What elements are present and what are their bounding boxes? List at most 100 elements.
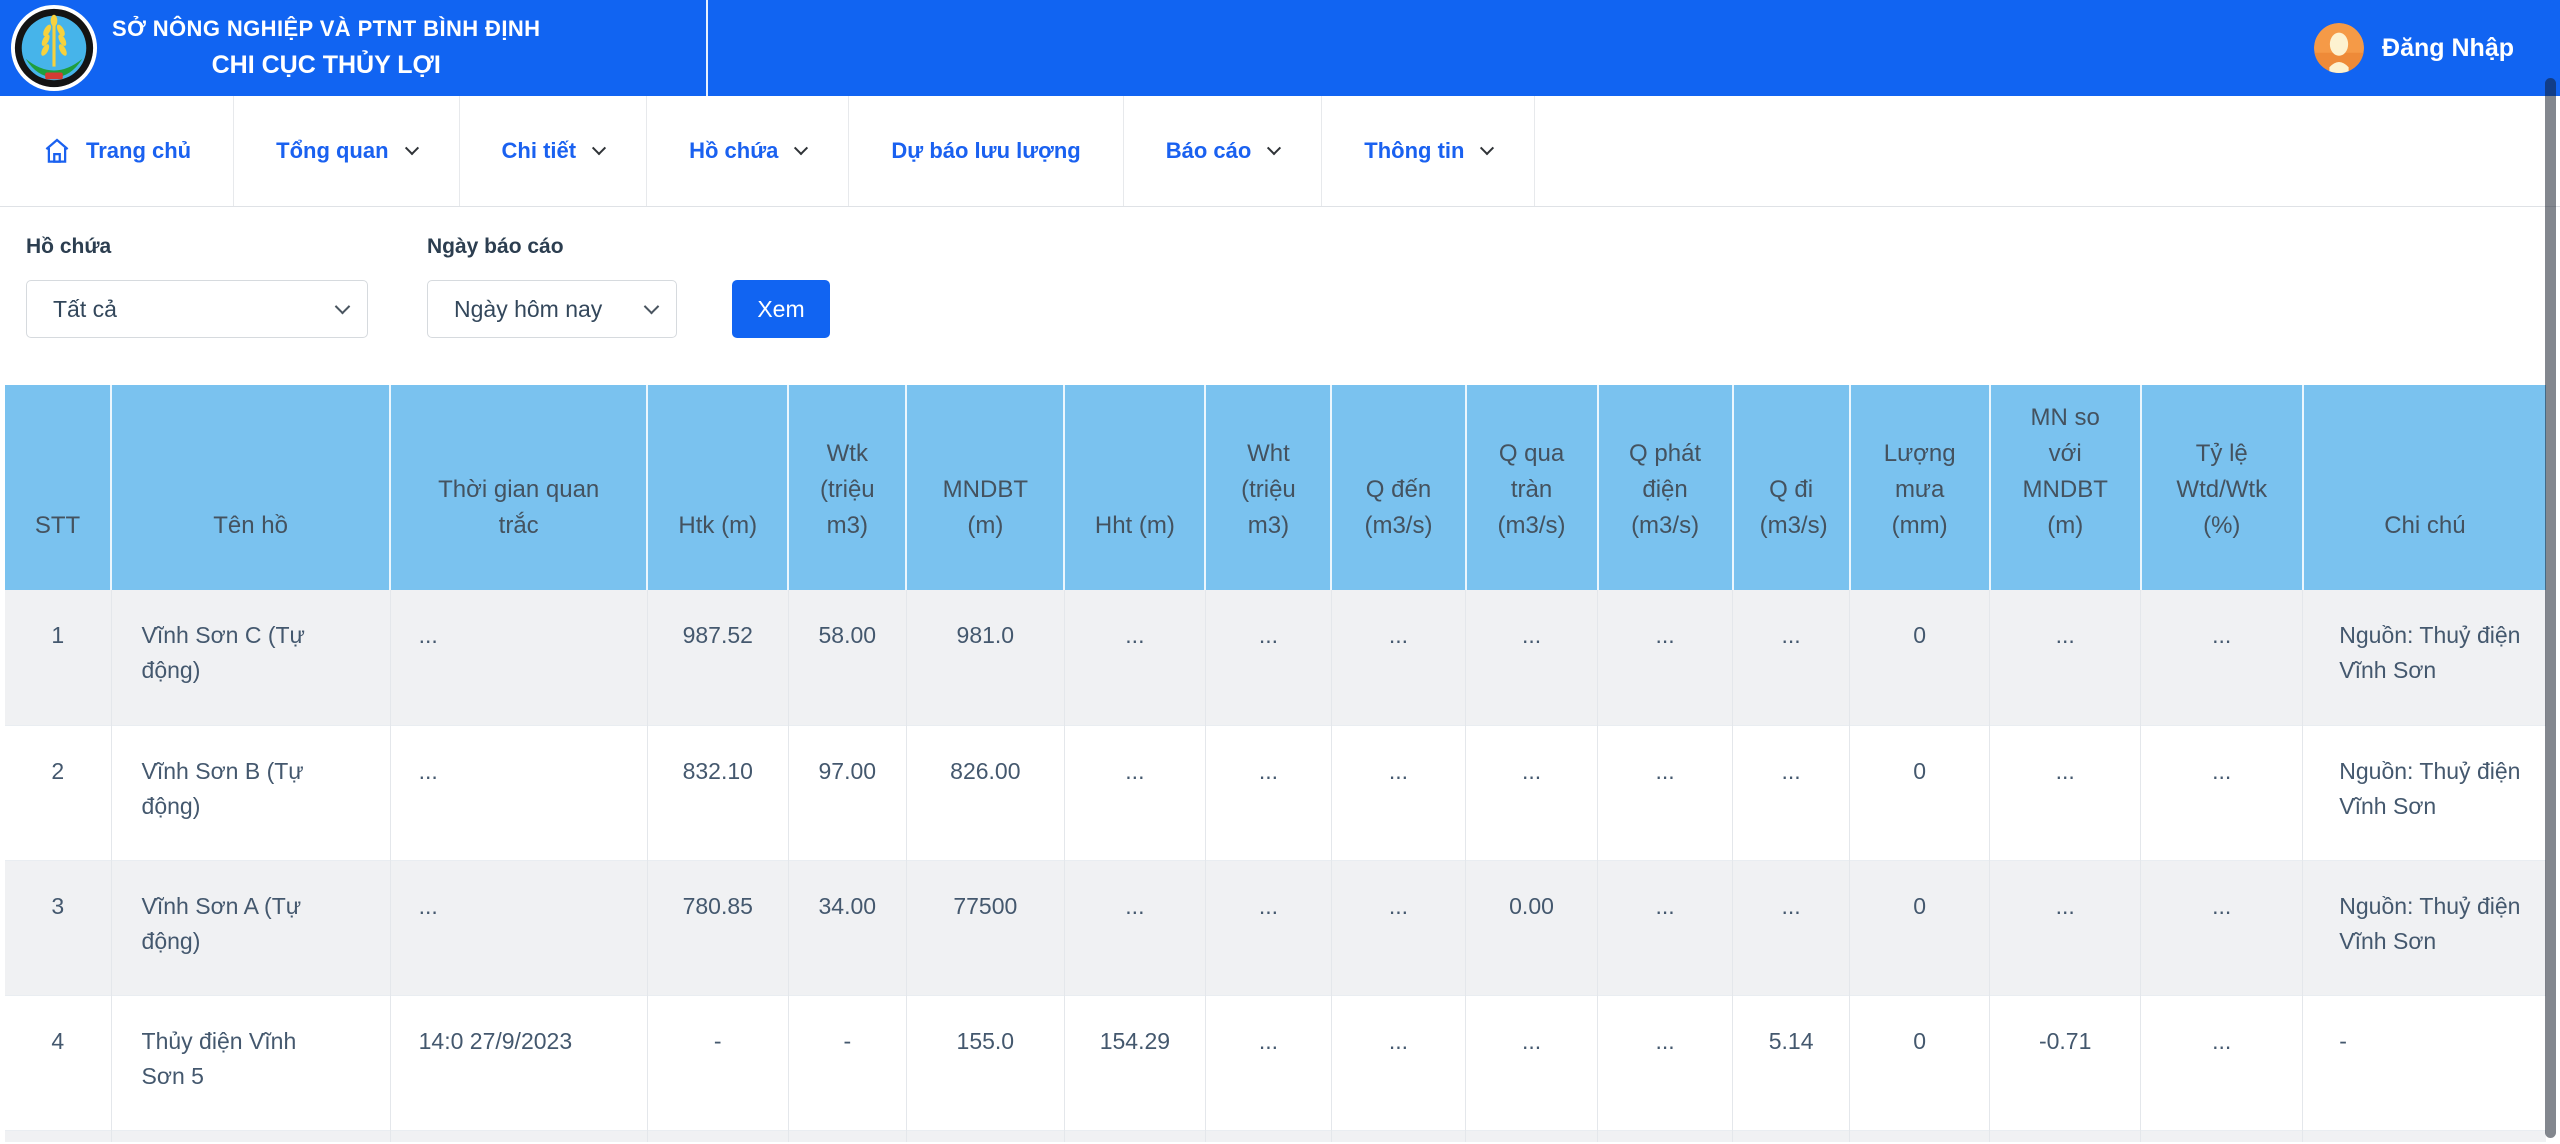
table-cell: 4 bbox=[51, 1027, 65, 1054]
nav-item-trang-chu[interactable]: Trang chủ bbox=[0, 96, 235, 206]
table-cell: ... bbox=[1597, 590, 1733, 725]
table-row: 4 Thủy điện Vĩnh Sơn 5 14:0 27/9/2023- -155… bbox=[5, 995, 2546, 1130]
table-cell: 981.0 bbox=[905, 590, 1065, 725]
table-cell bbox=[1330, 1130, 1466, 1142]
nav-item-label: Trang chủ bbox=[86, 138, 192, 163]
table-cell bbox=[110, 1130, 391, 1142]
nav-item-chi-tiet[interactable]: Chi tiết bbox=[460, 96, 648, 206]
user-avatar-icon bbox=[2314, 23, 2365, 73]
column-header-ten-ho: Tên hồ bbox=[110, 385, 391, 590]
table-cell: 832.10 bbox=[646, 725, 789, 860]
table-row: 2 Vĩnh Sơn B (Tự động)... 832.10 97.00 826.0… bbox=[5, 725, 2546, 860]
vertical-scrollbar-thumb[interactable] bbox=[2545, 78, 2556, 1138]
table-cell: 0.00 bbox=[1464, 860, 1598, 995]
chevron-down-icon bbox=[1480, 141, 1495, 156]
column-header-mn-so-voi-mndbt-m: MN so với MNDBT (m) bbox=[1988, 385, 2141, 590]
table-cell: 0 bbox=[1849, 725, 1990, 860]
nav-item-label: Thông tin bbox=[1364, 138, 1465, 163]
nav-item-ho-chua[interactable]: Hồ chứa bbox=[647, 96, 850, 206]
table-cell: ... bbox=[1597, 725, 1733, 860]
table-cell: - bbox=[2302, 995, 2546, 1130]
table-cell: ... bbox=[2140, 860, 2303, 995]
reservoir-table-container: STT Tên hồ Thời gian quan trắc Htk (m) Wtk (… bbox=[5, 385, 2547, 1142]
table-cell: - bbox=[787, 995, 907, 1130]
table-cell: 5.14 bbox=[1732, 995, 1850, 1130]
column-header-hht-m: Hht (m) bbox=[1063, 385, 1206, 590]
column-header-q-den-m3-s: Q đến (m3/s) bbox=[1330, 385, 1466, 590]
nav-item-label: Chi tiết bbox=[501, 138, 577, 163]
table-cell: ... bbox=[2140, 590, 2303, 725]
column-header-luong-mua-mm: Lượng mưa (mm) bbox=[1848, 385, 1990, 590]
table-cell: ... bbox=[1330, 590, 1466, 725]
table-cell: ... bbox=[1989, 725, 2141, 860]
table-cell: 34.00 bbox=[787, 860, 907, 995]
table-cell: ... bbox=[2140, 995, 2303, 1130]
table-cell: ... bbox=[389, 860, 648, 995]
table-cell: 0 bbox=[1849, 860, 1990, 995]
table-cell: ... bbox=[1732, 725, 1850, 860]
column-header-ty-le-wtd-wtk: Tỷ lệ Wtd/Wtk (%) bbox=[2139, 385, 2303, 590]
table-cell: Vĩnh Sơn C (Tự động) bbox=[110, 590, 391, 725]
table-cell: ... bbox=[1989, 590, 2141, 725]
table-cell: ... bbox=[389, 725, 648, 860]
table-cell: ... bbox=[1464, 725, 1598, 860]
table-header-row: STT Tên hồ Thời gian quan trắc Htk (m) Wtk (… bbox=[5, 385, 2546, 590]
view-button[interactable]: Xem bbox=[732, 280, 830, 338]
filters-section: Hồ chứa Tất cả Ngày báo cáo Ngày hôm nay… bbox=[0, 207, 2560, 338]
org-titles: SỞ NÔNG NGHIỆP VÀ PTNT BÌNH ĐỊNH CHI CỤC… bbox=[112, 16, 540, 80]
chevron-down-icon bbox=[794, 141, 809, 156]
table-cell: 155.0 bbox=[905, 995, 1065, 1130]
nav-item-thong-tin[interactable]: Thông tin bbox=[1322, 96, 1536, 206]
table-cell: 1 bbox=[51, 622, 65, 648]
nav-item-bao-cao[interactable]: Báo cáo bbox=[1124, 96, 1323, 206]
table-row: 3 Vĩnh Sơn A (Tự động)... 780.85 34.00 77500… bbox=[5, 860, 2546, 995]
nav-item-tong-quan[interactable]: Tổng quan bbox=[234, 96, 460, 206]
table-cell bbox=[1849, 1130, 1990, 1142]
table-cell: 58.00 bbox=[787, 590, 907, 725]
table-cell bbox=[1732, 1130, 1850, 1142]
table-cell bbox=[1204, 1130, 1332, 1142]
home-icon bbox=[45, 138, 69, 163]
chevron-down-icon bbox=[592, 141, 607, 156]
column-header-htk-m: Htk (m) bbox=[646, 385, 789, 590]
table-cell: ... bbox=[1464, 590, 1598, 725]
table-cell: ... bbox=[1989, 860, 2141, 995]
table-cell: 0 bbox=[1849, 995, 1990, 1130]
reservoir-table: STT Tên hồ Thời gian quan trắc Htk (m) Wtk (… bbox=[5, 385, 2546, 1142]
table-cell bbox=[2140, 1130, 2303, 1142]
column-header-q-di-m3-s: Q đi (m3/s) bbox=[1731, 385, 1850, 590]
table-cell: 154.29 bbox=[1063, 995, 1206, 1130]
column-header-thoi-gian-quan-trac: Thời gian quan trắc bbox=[389, 385, 648, 590]
table-cell: 14:0 27/9/2023 bbox=[389, 995, 648, 1130]
table-cell: ... bbox=[1732, 590, 1850, 725]
column-header-q-phat-dien-m3-s: Q phát điện (m3/s) bbox=[1596, 385, 1733, 590]
date-select[interactable]: Ngày hôm nay bbox=[427, 280, 677, 338]
login-label: Đăng Nhập bbox=[2382, 33, 2514, 62]
column-header-stt: STT bbox=[5, 385, 112, 590]
reservoir-select[interactable]: Tất cả bbox=[26, 280, 368, 338]
table-cell: ... bbox=[389, 590, 648, 725]
table-cell: ... bbox=[1732, 860, 1850, 995]
reservoir-filter-group: Hồ chứa Tất cả bbox=[26, 235, 368, 338]
table-cell: 2 bbox=[51, 757, 65, 784]
table-cell: ... bbox=[1204, 860, 1332, 995]
table-cell bbox=[646, 1130, 789, 1142]
table-cell: ... bbox=[1597, 860, 1733, 995]
table-cell: Nguồn: Thuỷ điện Vĩnh Sơn bbox=[2302, 590, 2546, 725]
table-cell: Nguồn: Thuỷ điện Vĩnh Sơn bbox=[2302, 860, 2546, 995]
column-header-q-qua-tran-m3-s: Q qua tràn (m3/s) bbox=[1464, 385, 1598, 590]
table-cell: ... bbox=[1597, 995, 1733, 1130]
column-header-chi-chu: Chi chú bbox=[2301, 385, 2546, 590]
table-cell: ... bbox=[1330, 860, 1466, 995]
table-cell: 97.00 bbox=[787, 725, 907, 860]
table-cell: - bbox=[646, 995, 789, 1130]
org-logo-icon bbox=[10, 4, 98, 92]
table-cell: ... bbox=[1464, 995, 1598, 1130]
nav-item-label: Tổng quan bbox=[276, 138, 389, 163]
nav-item-label: Dự báo lưu lượng bbox=[891, 138, 1081, 163]
table-cell: 77500 bbox=[905, 860, 1065, 995]
table-cell: Thủy điện Vĩnh Sơn 5 bbox=[110, 995, 391, 1130]
nav-item-du-bao-luu-luong[interactable]: Dự báo lưu lượng bbox=[849, 96, 1124, 206]
login-button[interactable]: Đăng Nhập bbox=[2314, 23, 2514, 73]
table-cell bbox=[1597, 1130, 1733, 1142]
